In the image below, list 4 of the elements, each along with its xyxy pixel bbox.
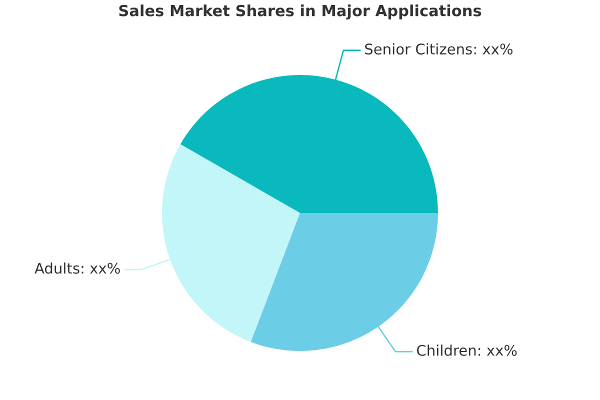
- slice-label: Adults: xx%: [34, 262, 120, 274]
- slice-label: Children: xx%: [417, 344, 517, 356]
- chart-title: Sales Market Shares in Major Applications: [119, 4, 482, 20]
- slice-label: Senior Citizens: xx%: [365, 43, 513, 55]
